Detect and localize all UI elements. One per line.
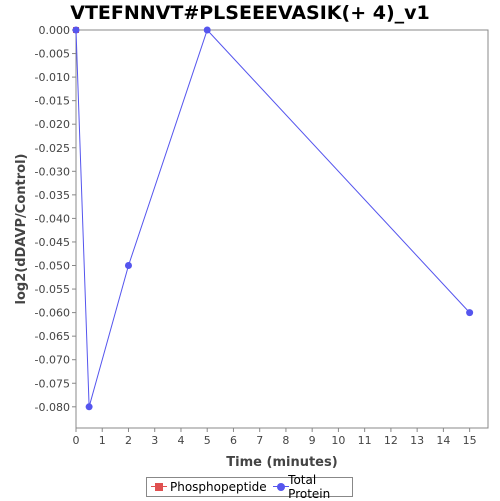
x-axis-label: Time (minutes) — [226, 455, 337, 470]
x-tick-label: 0 — [73, 434, 80, 447]
plot-area — [75, 29, 489, 429]
y-tick-label: -0.080 — [35, 401, 70, 414]
y-tick-label: 0.000 — [39, 24, 71, 37]
total-protein-point — [72, 26, 80, 34]
total-protein-point — [124, 262, 132, 270]
x-tick-label: 13 — [410, 434, 424, 447]
x-tick-label: 4 — [177, 434, 184, 447]
legend-label-total-protein: Total Protein — [288, 473, 331, 501]
y-tick-label: -0.010 — [35, 71, 70, 84]
x-tick-label: 10 — [331, 434, 345, 447]
x-tick-label: 1 — [99, 434, 106, 447]
x-tick-label: 2 — [125, 434, 132, 447]
y-tick-label: -0.005 — [35, 48, 70, 61]
legend: Phosphopeptide Total Protein — [146, 473, 353, 501]
y-tick-label: -0.070 — [35, 354, 70, 367]
y-tick-label: -0.025 — [35, 142, 70, 155]
y-tick-label: -0.055 — [35, 283, 70, 296]
y-tick-label: -0.020 — [35, 118, 70, 131]
legend-item-phosphopeptide: Phosphopeptide — [151, 480, 267, 494]
legend-label-phosphopeptide: Phosphopeptide — [170, 480, 267, 494]
y-tick-label: -0.015 — [35, 95, 70, 108]
legend-item-total-protein: Total Protein — [272, 473, 346, 501]
x-tick-label: 9 — [309, 434, 316, 447]
x-tick-label: 14 — [436, 434, 450, 447]
total-protein-point — [85, 403, 93, 411]
x-tick-label: 15 — [463, 434, 477, 447]
x-tick-label: 12 — [384, 434, 398, 447]
y-tick-label: -0.065 — [35, 330, 70, 343]
phosphopeptide-legend-icon — [151, 482, 167, 492]
x-tick-label: 11 — [358, 434, 372, 447]
y-tick-label: -0.045 — [35, 236, 70, 249]
y-tick-label: -0.075 — [35, 377, 70, 390]
x-tick-label: 3 — [151, 434, 158, 447]
total-protein-point — [203, 26, 211, 34]
y-tick-label: -0.040 — [35, 212, 70, 225]
x-tick-label: 6 — [230, 434, 237, 447]
y-tick-label: -0.035 — [35, 189, 70, 202]
y-tick-label: -0.030 — [35, 165, 70, 178]
total-protein-legend-icon — [272, 482, 289, 492]
y-tick-label: -0.060 — [35, 307, 70, 320]
x-tick-label: 5 — [204, 434, 211, 447]
y-axis-label: log2(dDAVP/Control) — [14, 154, 29, 305]
x-tick-label: 8 — [282, 434, 289, 447]
chart-title: VTEFNNVT#PLSEEEVASIK(+ 4)_v1 — [70, 2, 430, 24]
y-tick-label: -0.050 — [35, 260, 70, 273]
total-protein-point — [466, 309, 474, 317]
x-tick-label: 7 — [256, 434, 263, 447]
